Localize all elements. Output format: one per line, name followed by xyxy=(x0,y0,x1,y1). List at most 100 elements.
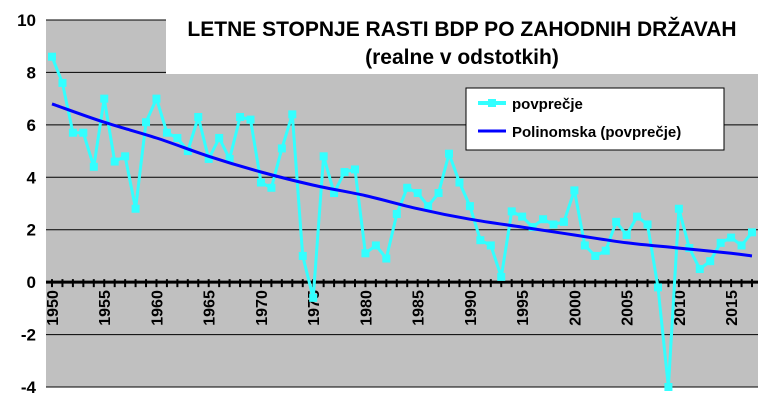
x-tick-label: 1950 xyxy=(45,290,62,326)
data-point-average xyxy=(716,238,725,247)
x-tick-label: 2000 xyxy=(567,290,584,326)
data-point-average xyxy=(518,212,527,221)
data-point-average xyxy=(622,230,631,239)
data-point-average xyxy=(653,283,662,292)
data-point-average xyxy=(48,52,56,61)
data-point-average xyxy=(58,78,67,87)
x-tick-label: 1995 xyxy=(515,290,532,326)
data-point-average xyxy=(476,236,485,245)
data-point-average xyxy=(173,133,182,142)
data-point-average xyxy=(319,152,328,161)
x-tick-label: 2005 xyxy=(620,290,637,326)
data-point-average xyxy=(528,223,537,232)
x-tick-label: 2015 xyxy=(724,290,741,326)
legend-label-trend: Polinomska (povprečje) xyxy=(512,124,681,141)
x-tick-label: 1985 xyxy=(411,290,428,326)
x-tick-label: 1965 xyxy=(202,290,219,326)
data-point-average xyxy=(539,215,548,224)
data-point-average xyxy=(194,112,203,121)
series-line-trend xyxy=(51,102,753,258)
data-point-average xyxy=(382,254,391,263)
data-point-average xyxy=(68,128,77,137)
x-tick-label: 1990 xyxy=(463,290,480,326)
data-point-average xyxy=(695,265,704,274)
chart-title-line-2: (realne v odstotkih) xyxy=(365,46,559,69)
data-point-average xyxy=(121,152,130,161)
chart-title-line-1: LETNE STOPNJE RASTI BDP PO ZAHODNIH DRŽA… xyxy=(187,17,736,41)
y-tick-label: 2 xyxy=(27,221,36,240)
data-point-average xyxy=(424,202,433,211)
data-point-average xyxy=(559,217,568,226)
data-point-average xyxy=(434,189,443,198)
data-point-average xyxy=(340,168,349,177)
y-tick-label: 0 xyxy=(27,273,36,292)
data-point-average xyxy=(507,207,516,216)
y-tick-label: 10 xyxy=(17,11,36,30)
y-tick-label: -4 xyxy=(21,378,37,397)
data-point-average xyxy=(267,183,276,192)
data-point-average xyxy=(748,228,756,237)
data-point-average xyxy=(549,220,558,229)
data-point-average xyxy=(152,94,161,103)
data-point-average xyxy=(309,293,318,302)
data-point-average xyxy=(204,154,213,163)
data-point-average xyxy=(110,157,119,166)
data-point-average xyxy=(643,220,652,229)
data-point-average xyxy=(288,110,297,119)
data-point-average xyxy=(727,233,736,242)
data-point-average xyxy=(486,241,495,250)
title-background xyxy=(166,8,758,74)
legend-marker-average xyxy=(488,99,496,107)
data-point-average xyxy=(674,204,683,213)
y-tick-label: 4 xyxy=(27,168,37,187)
data-point-average xyxy=(591,251,600,260)
data-point-average xyxy=(413,189,422,198)
y-tick-label: -2 xyxy=(21,326,36,345)
data-point-average xyxy=(256,178,265,187)
data-point-average xyxy=(277,144,286,153)
data-point-average xyxy=(465,202,474,211)
x-tick-label: 1960 xyxy=(149,290,166,326)
y-tick-label: 6 xyxy=(27,116,36,135)
y-axis-tick-labels: -4 -2 0 2 4 6 8 10 xyxy=(17,11,36,397)
data-point-average xyxy=(361,249,370,258)
legend: povprečje Polinomska (povprečje) xyxy=(465,87,725,151)
data-point-average xyxy=(131,204,140,213)
data-point-average xyxy=(100,94,109,103)
data-point-average xyxy=(183,147,192,156)
legend-box xyxy=(465,87,725,151)
data-point-average xyxy=(497,272,506,281)
x-tick-label: 2010 xyxy=(672,290,689,326)
data-point-average xyxy=(580,241,589,250)
data-point-average xyxy=(79,128,88,137)
x-tick-label: 1980 xyxy=(358,290,375,326)
series-layer xyxy=(48,52,756,391)
data-point-average xyxy=(392,209,401,218)
data-point-average xyxy=(236,112,245,121)
data-point-average xyxy=(330,189,339,198)
data-point-average xyxy=(403,183,412,192)
data-point-average xyxy=(570,186,579,195)
data-point-average xyxy=(633,212,642,221)
data-point-average xyxy=(664,383,673,391)
data-point-average xyxy=(162,128,171,137)
data-point-average xyxy=(455,178,464,187)
x-axis: 1950 1955 1960 1965 1970 1975 1980 1985 1990 1995… xyxy=(45,279,758,326)
data-point-average xyxy=(350,165,359,174)
y-tick-label: 8 xyxy=(27,63,36,82)
data-point-average xyxy=(246,115,255,124)
data-point-average xyxy=(612,217,621,226)
data-point-average xyxy=(142,118,151,127)
data-point-average xyxy=(445,149,454,158)
data-point-average xyxy=(737,241,746,250)
legend-label-average: povprečje xyxy=(512,96,583,113)
data-point-average xyxy=(225,154,234,163)
data-point-average xyxy=(706,257,715,266)
x-tick-label: 1970 xyxy=(254,290,271,326)
x-tick-label: 1955 xyxy=(97,290,114,326)
data-point-average xyxy=(371,241,380,250)
data-point-average xyxy=(89,162,98,171)
data-point-average xyxy=(298,251,307,260)
data-point-average xyxy=(215,133,224,142)
